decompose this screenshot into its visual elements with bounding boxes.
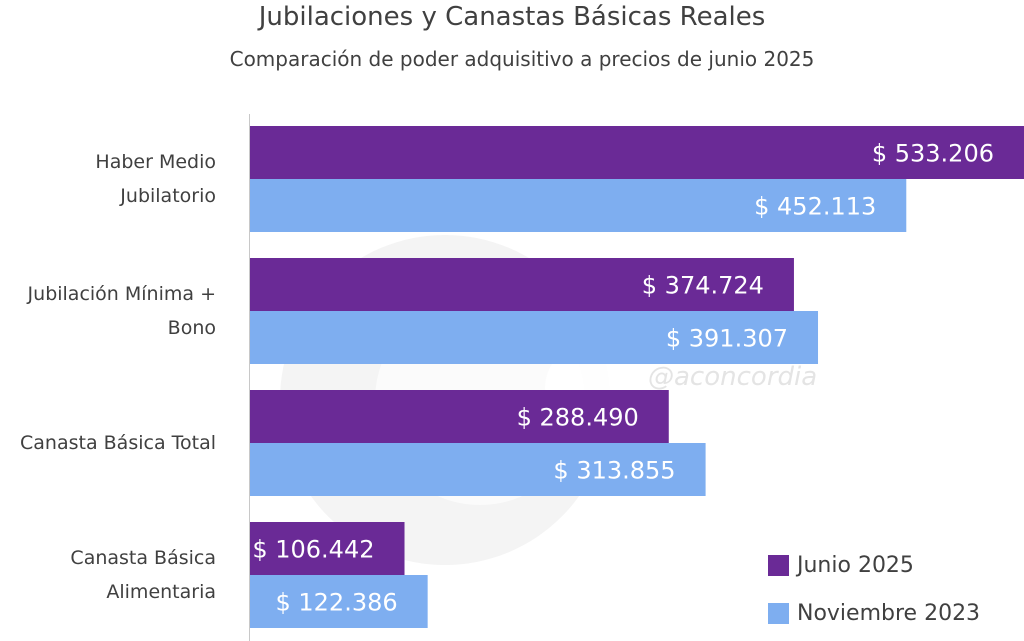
data-label: $ 288.490: [517, 404, 639, 432]
data-label: $ 313.855: [553, 457, 675, 485]
category-label: Canasta Básica Total: [20, 426, 216, 460]
category-label-line: Bono: [167, 317, 216, 339]
category-label: Haber Medio Jubilatorio: [95, 145, 216, 213]
data-label: $ 533.206: [872, 140, 994, 168]
bar-noviembre-2023-3: [250, 575, 428, 628]
bar-noviembre-2023-1: [250, 311, 819, 364]
data-label: $ 452.113: [754, 193, 876, 221]
watermark-text: @aconcordia: [648, 362, 818, 392]
bar-noviembre-2023-0: [250, 179, 907, 232]
bar-noviembre-2023-2: [250, 443, 706, 496]
legend-item-noviembre-2023: Noviembre 2023: [768, 598, 980, 628]
bar-junio-2025-3: [250, 522, 405, 575]
category-label: Jubilación Mínima + Bono: [28, 277, 216, 345]
category-label-line: Jubilatorio: [120, 185, 216, 207]
data-label: $ 374.724: [642, 272, 764, 300]
category-label-line: Alimentaria: [106, 581, 216, 603]
bar-junio-2025-2: [250, 390, 669, 443]
legend-swatch-noviembre-2023: [768, 602, 789, 624]
chart-subtitle: Comparación de poder adquisitivo a preci…: [229, 47, 815, 71]
legend-label-junio-2025: Junio 2025: [797, 552, 914, 578]
category-label-line: Canasta Básica: [70, 547, 216, 569]
category-label-line: Jubilación Mínima +: [27, 283, 216, 305]
data-label: $ 391.307: [666, 325, 788, 353]
category-label-line: Canasta Básica Total: [20, 432, 216, 454]
legend-item-junio-2025: Junio 2025: [768, 550, 914, 580]
data-label: $ 122.386: [275, 589, 397, 617]
chart-title: Jubilaciones y Canastas Básicas Reales: [258, 2, 766, 32]
bar-junio-2025-1: [250, 258, 794, 311]
data-label: $ 106.442: [252, 536, 374, 564]
category-label-line: Haber Medio: [95, 151, 216, 173]
legend-swatch-junio-2025: [768, 554, 789, 576]
legend-label-noviembre-2023: Noviembre 2023: [797, 600, 981, 626]
category-label: Canasta Básica Alimentaria: [70, 541, 216, 609]
bar-junio-2025-0: [250, 126, 1024, 179]
